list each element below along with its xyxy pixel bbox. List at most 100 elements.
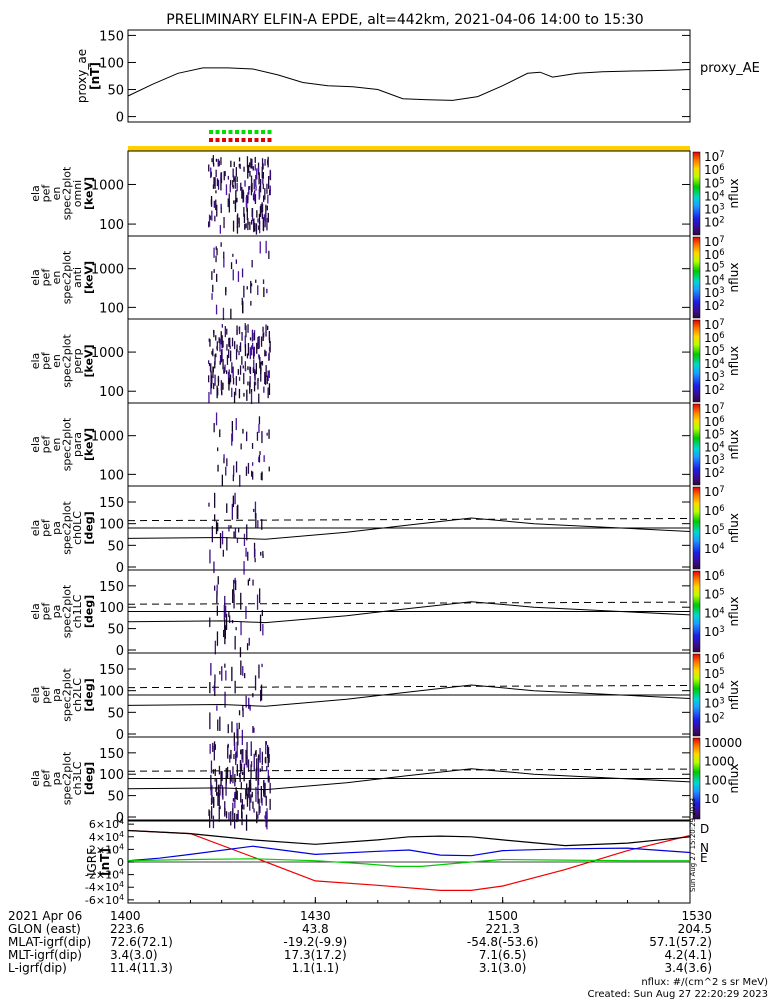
- spectral-mark: [256, 431, 259, 441]
- spectral-mark: [235, 167, 237, 177]
- spectral-mark: [226, 537, 228, 551]
- ytick-label: 150: [99, 747, 124, 762]
- spectral-mark: [258, 664, 260, 679]
- panel-ylabel: elapefenspec2plotperp[keV]: [29, 334, 96, 388]
- proxy-ae-ytick-label: 150: [99, 29, 124, 44]
- spectral-mark: [223, 605, 225, 620]
- spectral-mark: [212, 284, 214, 293]
- spectral-mark: [228, 337, 230, 347]
- spectral-mark: [255, 768, 257, 781]
- spectral-mark: [216, 204, 218, 217]
- spectral-mark: [221, 335, 223, 348]
- colorbar-tick: 104​: [704, 356, 725, 371]
- spectral-mark: [219, 429, 221, 438]
- spectral-mark: [248, 577, 251, 582]
- spectral-mark: [266, 432, 268, 436]
- spectral-mark: [254, 164, 256, 171]
- spectral-mark: [220, 177, 222, 191]
- colorbar-label: nflux: [727, 513, 741, 543]
- colorbar: [692, 403, 701, 486]
- panel-ylabel: elapefenspec2plotomni[keV]: [29, 166, 96, 220]
- spectral-mark: [263, 214, 265, 221]
- spectral-mark: [218, 793, 220, 807]
- panel-frame: [127, 402, 691, 487]
- spectral-mark: [261, 360, 264, 366]
- spectral-mark: [225, 613, 228, 630]
- spectral-mark: [262, 623, 264, 636]
- spectral-mark: [253, 508, 255, 512]
- spectral-mark: [218, 160, 220, 167]
- spectral-mark: [211, 351, 213, 355]
- spectral-mark: [217, 719, 219, 731]
- spectral-mark: [210, 363, 212, 373]
- spectral-mark: [260, 361, 262, 375]
- spectral-mark: [243, 207, 245, 217]
- spectral-mark: [238, 722, 240, 730]
- spectral-mark: [234, 742, 236, 751]
- spectral-mark: [229, 615, 231, 624]
- spectral-mark: [220, 352, 223, 363]
- spectral-mark: [268, 370, 270, 378]
- spectral-mark: [233, 391, 236, 403]
- spectral-mark: [230, 179, 232, 185]
- spectral-mark: [251, 791, 253, 798]
- spectral-mark: [214, 492, 216, 508]
- spectral-mark: [219, 716, 221, 731]
- spectral-mark: [245, 814, 248, 831]
- proxy-ae-legend: proxy_AE: [700, 61, 760, 76]
- spectral-mark: [236, 330, 238, 334]
- spectral-mark: [229, 337, 231, 348]
- xaxis-row-label: L-igrf(dip): [8, 961, 67, 975]
- spectral-mark: [215, 779, 218, 791]
- spectral-mark: [211, 210, 213, 221]
- quality-dot-red: [267, 138, 272, 142]
- panel-pa_ch3: 150 100 50 0 elapefpaspec2plotch3LC[deg] 1000…: [29, 736, 742, 831]
- spectral-mark: [225, 286, 227, 292]
- spectral-mark: [241, 268, 244, 278]
- spectral-mark: [260, 472, 262, 480]
- spectral-mark: [258, 754, 260, 761]
- xaxis-row-value: 7.1(6.5): [479, 948, 527, 962]
- igrf-ylabel: IGRF[nT]: [85, 848, 112, 876]
- spectral-mark: [231, 503, 233, 520]
- colorbar: [692, 236, 701, 319]
- spectral-mark: [213, 561, 215, 574]
- spectral-mark: [216, 791, 218, 796]
- spectral-mark: [208, 363, 211, 366]
- spectral-mark: [243, 213, 246, 223]
- spectral-mark: [238, 163, 240, 168]
- panel-ylabel: elapefpaspec2plotch0LC[deg]: [29, 501, 96, 555]
- spectral-mark: [226, 766, 229, 779]
- panel-frame: [127, 318, 691, 404]
- spectral-mark: [244, 335, 246, 348]
- spectral-mark: [239, 342, 242, 352]
- quality-dot-green: [241, 130, 246, 134]
- xaxis-row-value: 3.4(3.6): [664, 961, 712, 975]
- spectral-mark: [268, 383, 271, 395]
- spectral-mark: [233, 531, 235, 539]
- spectral-mark: [239, 163, 241, 169]
- spectral-mark: [238, 157, 241, 162]
- spectral-mark: [259, 588, 261, 604]
- spectral-mark: [233, 593, 235, 609]
- spectral-mark: [211, 378, 213, 384]
- colorbar-tick: 102​: [704, 298, 725, 313]
- colorbar: [692, 737, 701, 820]
- spectral-mark: [210, 196, 213, 207]
- spectral-mark: [246, 756, 248, 768]
- colorbar-tick: 102​: [704, 465, 725, 480]
- spectral-mark: [227, 371, 230, 385]
- spectral-mark: [228, 378, 230, 391]
- spectral-mark: [231, 666, 233, 682]
- spectral-mark: [220, 331, 222, 344]
- spectral-mark: [266, 217, 268, 231]
- spectral-mark: [237, 369, 239, 375]
- spectral-mark: [259, 206, 262, 217]
- spectral-mark: [269, 189, 271, 196]
- spectral-mark: [214, 374, 216, 386]
- spectral-mark: [255, 185, 257, 191]
- spectral-mark: [242, 365, 244, 369]
- spectral-mark: [225, 811, 228, 819]
- spectral-mark: [229, 754, 231, 763]
- colorbar-tick: 100: [704, 773, 727, 787]
